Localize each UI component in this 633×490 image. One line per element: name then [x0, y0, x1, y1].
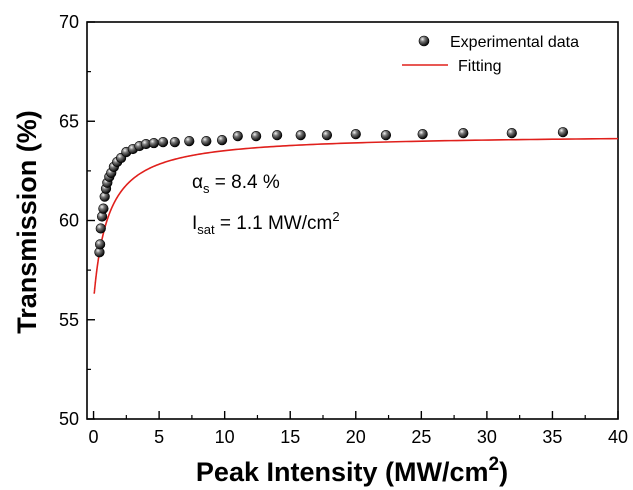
data-point — [184, 136, 195, 147]
data-point — [157, 136, 169, 148]
y-tick-label-65: 65 — [59, 111, 79, 131]
data-point — [98, 203, 109, 214]
data-point — [169, 136, 180, 148]
data-point — [95, 239, 106, 250]
annotation-i-sat: Isat = 1.1 MW/cm2 — [192, 209, 340, 237]
x-axis-title: Peak Intensity (MW/cm2) — [196, 454, 508, 487]
x-tick-label-30: 30 — [477, 427, 497, 447]
legend-label-experimental: Experimental data — [450, 34, 579, 51]
data-point — [201, 136, 212, 147]
data-point — [95, 223, 106, 234]
legend-marker-experimental — [418, 35, 430, 47]
x-tick-label-0: 0 — [89, 427, 99, 447]
legend: Experimental data Fitting — [402, 34, 579, 75]
series-line-fitting — [93, 137, 619, 294]
data-point — [417, 129, 428, 140]
y-tick-label-55: 55 — [59, 310, 79, 330]
data-point — [272, 130, 283, 141]
x-tick-label-15: 15 — [280, 427, 300, 447]
data-point — [321, 130, 333, 141]
x-tick-label-5: 5 — [154, 427, 164, 447]
x-tick-label-20: 20 — [346, 427, 366, 447]
data-point — [380, 130, 392, 141]
y-tick-label-70: 70 — [59, 12, 79, 32]
x-tick-label-40: 40 — [608, 427, 628, 447]
y-tick-label-50: 50 — [59, 409, 79, 429]
y-tick-label-60: 60 — [59, 211, 79, 231]
data-point — [557, 127, 569, 138]
data-point — [506, 128, 517, 139]
y-axis-title: Transmission (%) — [12, 110, 42, 334]
data-point — [216, 135, 228, 146]
data-point — [458, 128, 469, 139]
legend-label-fitting: Fitting — [458, 58, 502, 75]
annotation-alpha-s: αs = 8.4 % — [192, 172, 280, 196]
plot-frame — [86, 21, 619, 420]
data-point — [232, 131, 243, 142]
data-point — [350, 129, 361, 140]
scatter-points — [94, 127, 569, 258]
x-tick-label-25: 25 — [411, 427, 431, 447]
x-tick-label-35: 35 — [542, 427, 562, 447]
data-point — [295, 130, 306, 141]
data-point — [251, 131, 262, 142]
data-point — [148, 137, 159, 149]
x-axis-ticks: 0 5 10 15 20 25 30 35 40 — [89, 411, 628, 447]
x-tick-label-10: 10 — [215, 427, 235, 447]
y-axis-ticks: 50 55 60 65 70 — [59, 12, 95, 429]
